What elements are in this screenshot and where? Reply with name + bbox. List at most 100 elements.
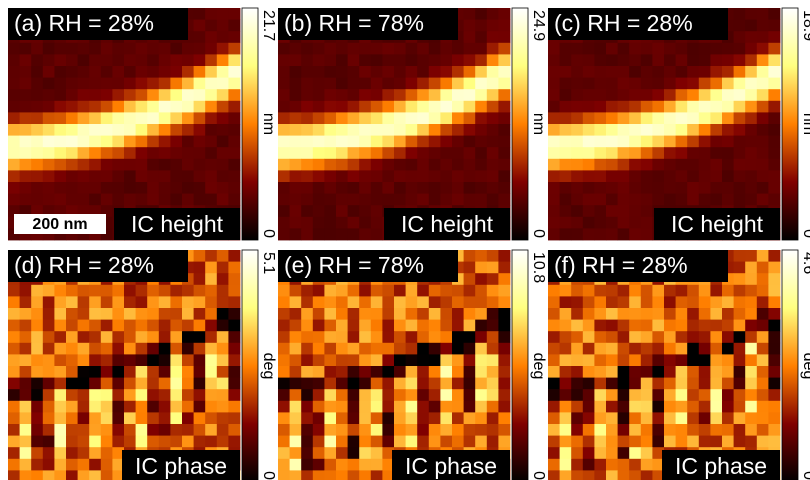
pixel bbox=[170, 319, 183, 332]
pixel bbox=[89, 112, 102, 125]
pixel bbox=[629, 342, 642, 355]
pixel bbox=[486, 193, 499, 206]
pixel bbox=[428, 135, 441, 148]
pixel bbox=[359, 331, 372, 344]
pixel bbox=[42, 124, 55, 136]
pixel bbox=[301, 296, 314, 309]
pixel bbox=[301, 147, 314, 160]
pixel bbox=[405, 147, 418, 160]
pixel bbox=[289, 435, 302, 448]
pixel bbox=[629, 112, 642, 125]
pixel bbox=[324, 447, 337, 460]
pixel bbox=[382, 158, 395, 171]
pixel bbox=[606, 319, 618, 332]
pixel bbox=[301, 112, 314, 125]
pixel bbox=[571, 389, 584, 402]
pixel bbox=[428, 308, 441, 320]
pixel bbox=[228, 377, 241, 390]
pixel bbox=[594, 389, 607, 402]
pixel bbox=[100, 342, 113, 355]
pixel bbox=[475, 424, 488, 436]
pixel bbox=[89, 89, 102, 102]
pixel bbox=[278, 100, 290, 113]
pixel bbox=[617, 182, 630, 194]
pixel bbox=[228, 400, 241, 413]
pixel bbox=[182, 66, 194, 78]
pixel bbox=[652, 66, 665, 78]
pixel bbox=[205, 424, 218, 436]
pixel bbox=[652, 89, 665, 102]
pixel bbox=[347, 308, 360, 320]
pixel bbox=[382, 182, 395, 194]
pixel bbox=[216, 412, 229, 425]
pixel bbox=[89, 470, 102, 480]
pixel bbox=[359, 135, 372, 148]
pixel bbox=[301, 377, 314, 390]
pixel bbox=[698, 124, 711, 136]
pixel bbox=[182, 170, 194, 183]
pixel bbox=[193, 412, 206, 425]
pixel bbox=[675, 331, 688, 344]
pixel bbox=[675, 158, 688, 171]
pixel bbox=[652, 331, 665, 344]
pixel bbox=[486, 331, 499, 344]
pixel bbox=[606, 124, 618, 136]
pixel bbox=[205, 366, 218, 378]
pixel bbox=[382, 435, 395, 448]
pixel bbox=[278, 389, 290, 402]
pixel bbox=[629, 158, 642, 171]
pixel bbox=[19, 296, 32, 309]
pixel bbox=[147, 366, 160, 378]
pixel bbox=[768, 89, 781, 102]
pixel bbox=[675, 354, 688, 367]
pixel bbox=[664, 331, 676, 344]
pixel bbox=[347, 100, 360, 113]
pixel bbox=[675, 193, 688, 206]
pixel bbox=[324, 319, 337, 332]
pixel bbox=[312, 77, 325, 90]
pixel bbox=[768, 389, 781, 402]
pixel bbox=[394, 435, 406, 448]
pixel bbox=[100, 100, 113, 113]
pixel bbox=[77, 66, 90, 78]
pixel bbox=[652, 319, 665, 332]
pixel bbox=[8, 331, 20, 344]
pixel bbox=[722, 389, 734, 402]
pixel bbox=[745, 273, 758, 286]
pixel bbox=[135, 158, 148, 171]
pixel bbox=[698, 400, 711, 413]
pixel bbox=[359, 458, 372, 471]
pixel bbox=[289, 182, 302, 194]
pixel bbox=[147, 112, 160, 125]
pixel bbox=[158, 400, 171, 413]
pixel bbox=[216, 89, 229, 102]
pixel bbox=[42, 366, 55, 378]
pixel bbox=[475, 100, 488, 113]
mode-label: IC phase bbox=[675, 453, 767, 479]
pixel bbox=[382, 458, 395, 471]
pixel bbox=[417, 319, 430, 332]
pixel bbox=[582, 470, 595, 480]
pixel bbox=[640, 284, 653, 297]
pixel bbox=[19, 342, 32, 355]
pixel bbox=[158, 124, 171, 136]
pixel bbox=[745, 112, 758, 125]
pixel bbox=[89, 170, 102, 183]
pixel bbox=[135, 354, 148, 367]
pixel bbox=[182, 400, 194, 413]
pixel bbox=[559, 296, 572, 309]
pixel bbox=[452, 389, 464, 402]
pixel bbox=[606, 89, 618, 102]
pixel bbox=[135, 112, 148, 125]
pixel bbox=[463, 135, 476, 148]
pixel bbox=[89, 182, 102, 194]
pixel bbox=[100, 112, 113, 125]
panel-label: (e) RH = 78% bbox=[284, 252, 424, 278]
pixel bbox=[675, 342, 688, 355]
pixel bbox=[89, 331, 102, 344]
pixel bbox=[606, 447, 618, 460]
pixel bbox=[498, 412, 511, 425]
pixel bbox=[582, 308, 595, 320]
pixel bbox=[228, 366, 241, 378]
pixel bbox=[193, 193, 206, 206]
